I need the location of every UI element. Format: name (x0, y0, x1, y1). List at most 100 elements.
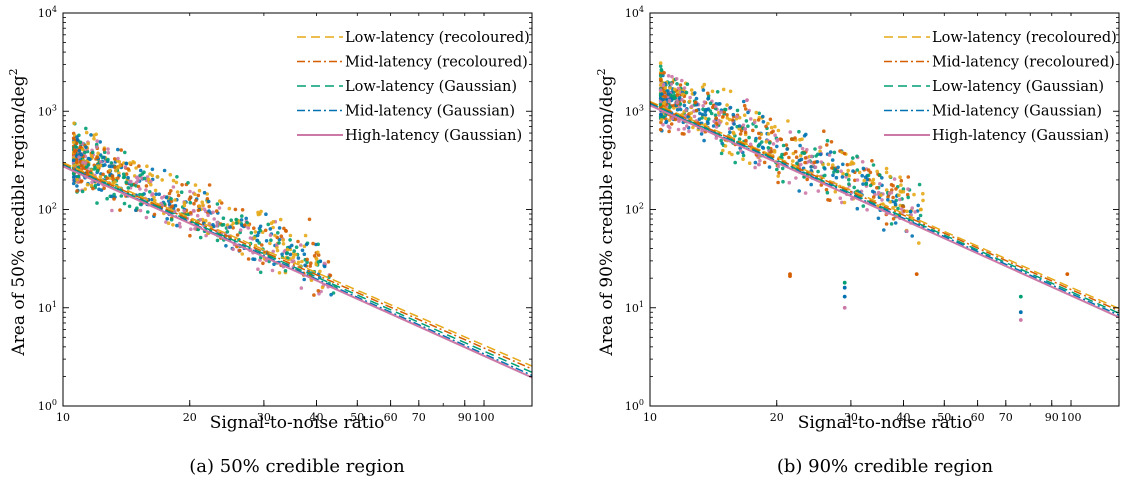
scatter-point (706, 96, 711, 101)
scatter-point (255, 238, 259, 243)
scatter-point (719, 151, 724, 156)
scatter-point (852, 185, 856, 190)
scatter-point (84, 145, 88, 149)
scatter-point (668, 86, 672, 90)
scatter-point (842, 305, 847, 310)
y-axis-label: Area of 90% credible region/deg2 (595, 68, 617, 356)
scatter-point (787, 180, 792, 185)
scatter-point (875, 186, 879, 190)
scatter-point (727, 117, 732, 122)
scatter-point (702, 100, 707, 104)
scatter-point (282, 226, 286, 231)
scatter-point (71, 175, 76, 180)
scatter-point (757, 111, 761, 116)
scatter-point (175, 175, 179, 179)
scatter-point (182, 203, 187, 208)
scatter-point (75, 177, 79, 182)
scatter-point (244, 216, 248, 221)
scatter-point (804, 132, 808, 137)
scatter-point (291, 255, 296, 259)
scatter-point (252, 236, 257, 240)
scatter-point (169, 197, 173, 201)
scatter-point (723, 107, 728, 112)
scatter-point (663, 86, 668, 90)
scatter-point (773, 124, 777, 129)
scatter-point (72, 149, 77, 154)
scatter-point (718, 121, 722, 125)
scatter-point (741, 157, 745, 161)
scatter-point (292, 249, 297, 253)
scatter-point (731, 112, 736, 117)
scatter-point (277, 237, 282, 242)
scatter-point (281, 238, 286, 242)
scatter-point (669, 122, 674, 126)
scatter-point (72, 121, 76, 125)
scatter-point (84, 126, 88, 131)
scatter-point (836, 165, 840, 170)
scatter-point (144, 188, 148, 192)
scatter-point (676, 127, 681, 132)
scatter-point (293, 252, 298, 257)
scatter-point (761, 114, 765, 119)
scatter-point (109, 161, 114, 165)
x-tick-label: 70 (412, 411, 426, 424)
scatter-point (116, 147, 120, 152)
scatter-point (916, 203, 920, 208)
scatter-point (180, 183, 184, 187)
scatter-point (202, 190, 207, 195)
scatter-point (195, 213, 200, 218)
scatter-point (712, 119, 716, 124)
scatter-point (700, 85, 705, 89)
scatter-point (809, 182, 813, 187)
scatter-point (908, 209, 913, 214)
scatter-point (896, 206, 900, 211)
scatter-point (146, 210, 150, 214)
scatter-point (880, 176, 884, 180)
scatter-point (713, 104, 718, 109)
scatter-point (675, 82, 679, 86)
scatter-point (776, 174, 780, 178)
scatter-point (879, 193, 883, 197)
scatter-point (787, 155, 791, 160)
scatter-point (871, 195, 876, 199)
scatter-point (303, 263, 307, 268)
scatter-point (818, 152, 823, 157)
scatter-point (871, 163, 876, 167)
scatter-point (215, 223, 219, 228)
scatter-point (74, 141, 79, 146)
y-tick-label: 100 (625, 398, 644, 413)
scatter-point (832, 150, 837, 155)
scatter-point (827, 153, 832, 157)
scatter-point (785, 147, 789, 151)
x-tick-label: 90 (1045, 411, 1059, 424)
scatter-point (803, 160, 807, 165)
scatter-point (658, 112, 663, 117)
scatter-point (901, 189, 906, 194)
x-axis-label: Signal-to-noise ratio (798, 413, 973, 433)
scatter-point (296, 256, 301, 260)
scatter-point (805, 177, 809, 182)
scatter-point (90, 150, 95, 155)
scatter-point (788, 130, 793, 134)
scatter-point (128, 180, 132, 184)
scatter-point (730, 118, 735, 122)
scatter-point (860, 160, 865, 164)
scatter-point (766, 121, 770, 126)
scatter-point (234, 217, 238, 222)
scatter-point (902, 209, 907, 213)
scatter-point (96, 164, 100, 168)
scatter-point (271, 225, 275, 230)
scatter-point (134, 175, 139, 180)
scatter-point (229, 218, 233, 222)
scatter-point (316, 253, 321, 257)
scatter-point (234, 221, 239, 225)
scatter-point (746, 124, 750, 128)
scatter-point (672, 96, 677, 101)
scatter-point (206, 199, 211, 204)
scatter-point (847, 177, 851, 182)
scatter-point (728, 89, 733, 94)
scatter-point (1065, 272, 1070, 276)
scatter-point (126, 167, 131, 171)
scatter-point (816, 152, 820, 157)
scatter-point (743, 107, 748, 111)
